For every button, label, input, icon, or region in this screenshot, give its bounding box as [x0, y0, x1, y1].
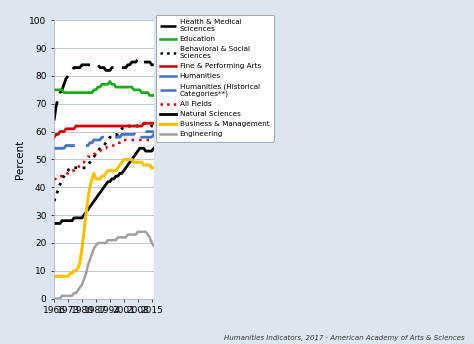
Y-axis label: Percent: Percent: [15, 140, 25, 179]
Text: Humanities Indicators, 2017 · American Academy of Arts & Sciences: Humanities Indicators, 2017 · American A…: [224, 334, 465, 341]
Legend: Health & Medical
Scicences, Education, Behavioral & Social
Sciences, Fine & Perf: Health & Medical Scicences, Education, B…: [156, 15, 273, 141]
